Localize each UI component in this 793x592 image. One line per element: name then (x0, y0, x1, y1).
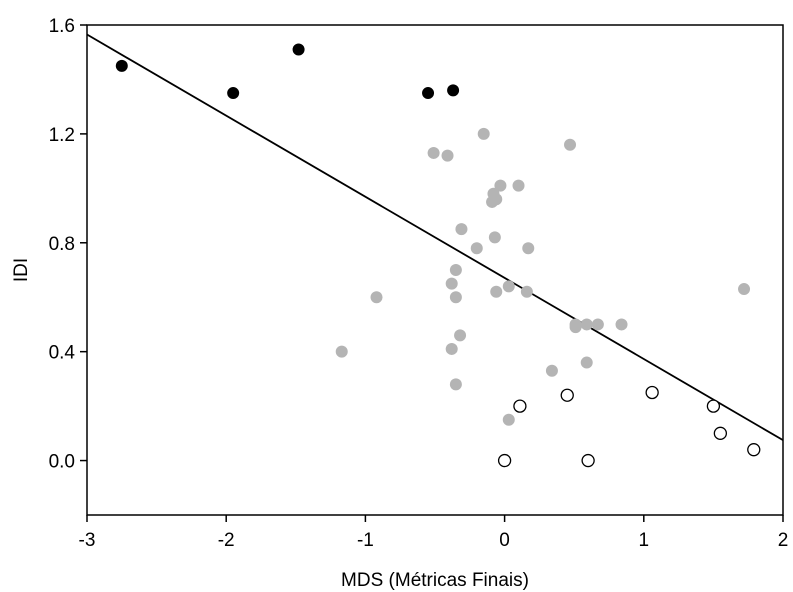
y-tick-label: 1.2 (49, 125, 75, 146)
data-point-filled-gray (486, 195, 499, 208)
data-point-filled-gray (449, 378, 462, 391)
plot-frame (86, 24, 784, 516)
data-point-filled-gray (470, 242, 483, 255)
data-point-filled-gray (615, 318, 628, 331)
data-point-filled-gray (477, 127, 490, 140)
x-tick-label: -1 (357, 530, 374, 551)
y-axis-ticks: 0.0 0.4 0.8 1.2 1.6 (49, 16, 87, 473)
data-point-filled-gray (335, 345, 348, 358)
x-axis-title: MDS (Métricas Finais) (341, 570, 529, 591)
data-point-filled-black (447, 84, 460, 97)
y-tick-label: 0.0 (49, 452, 75, 473)
data-point-filled-black (227, 87, 240, 100)
x-tick-label: 2 (778, 530, 789, 551)
data-point-filled-gray (445, 277, 458, 290)
x-tick-label: -3 (79, 530, 96, 551)
data-point-filled-gray (591, 318, 604, 331)
data-point-filled-gray (580, 318, 593, 331)
data-point-filled-gray (502, 413, 515, 426)
x-tick-label: -2 (218, 530, 235, 551)
data-point-filled-gray (502, 280, 515, 293)
data-point-open-black (713, 426, 728, 440)
data-point-open-black (560, 388, 574, 402)
regression-layer (86, 33, 784, 441)
data-point-filled-gray (441, 149, 454, 162)
y-tick-label: 0.8 (49, 234, 75, 255)
data-point-filled-gray (569, 321, 582, 334)
data-point-filled-gray (449, 291, 462, 304)
data-point-filled-gray (449, 264, 462, 276)
data-point-filled-gray (520, 285, 533, 298)
data-points (115, 43, 761, 468)
data-point-open-black (497, 453, 512, 468)
data-point-filled-gray (455, 223, 468, 236)
data-point-filled-black (115, 59, 128, 72)
data-point-filled-gray (454, 329, 467, 342)
data-point-filled-gray (545, 364, 558, 377)
data-point-filled-gray (580, 356, 593, 369)
data-point-open-black (747, 443, 761, 457)
y-axis-title: IDI (11, 258, 32, 282)
data-point-filled-gray (512, 179, 525, 192)
regression-line (86, 33, 784, 441)
data-point-filled-gray (488, 231, 501, 244)
data-point-open-black (513, 399, 527, 413)
y-tick-label: 0.4 (49, 343, 76, 364)
x-tick-label: 0 (499, 530, 510, 551)
data-point-filled-gray (738, 283, 751, 296)
data-point-filled-black (422, 87, 435, 100)
data-point-filled-gray (522, 242, 535, 255)
data-point-filled-gray (494, 179, 507, 192)
data-point-open-black (645, 385, 659, 400)
data-point-open-black (706, 399, 721, 413)
data-point-filled-black (292, 43, 305, 56)
data-point-filled-gray (564, 138, 577, 151)
data-point-open-black (581, 453, 595, 468)
x-axis-ticks: -3 -2 -1 0 1 2 (79, 515, 789, 551)
data-point-filled-gray (427, 146, 440, 159)
data-point-filled-gray (490, 285, 503, 298)
data-point-filled-gray (445, 342, 458, 355)
y-tick-label: 1.6 (49, 16, 75, 37)
x-tick-label: 1 (639, 530, 650, 551)
data-point-filled-gray (370, 291, 383, 304)
